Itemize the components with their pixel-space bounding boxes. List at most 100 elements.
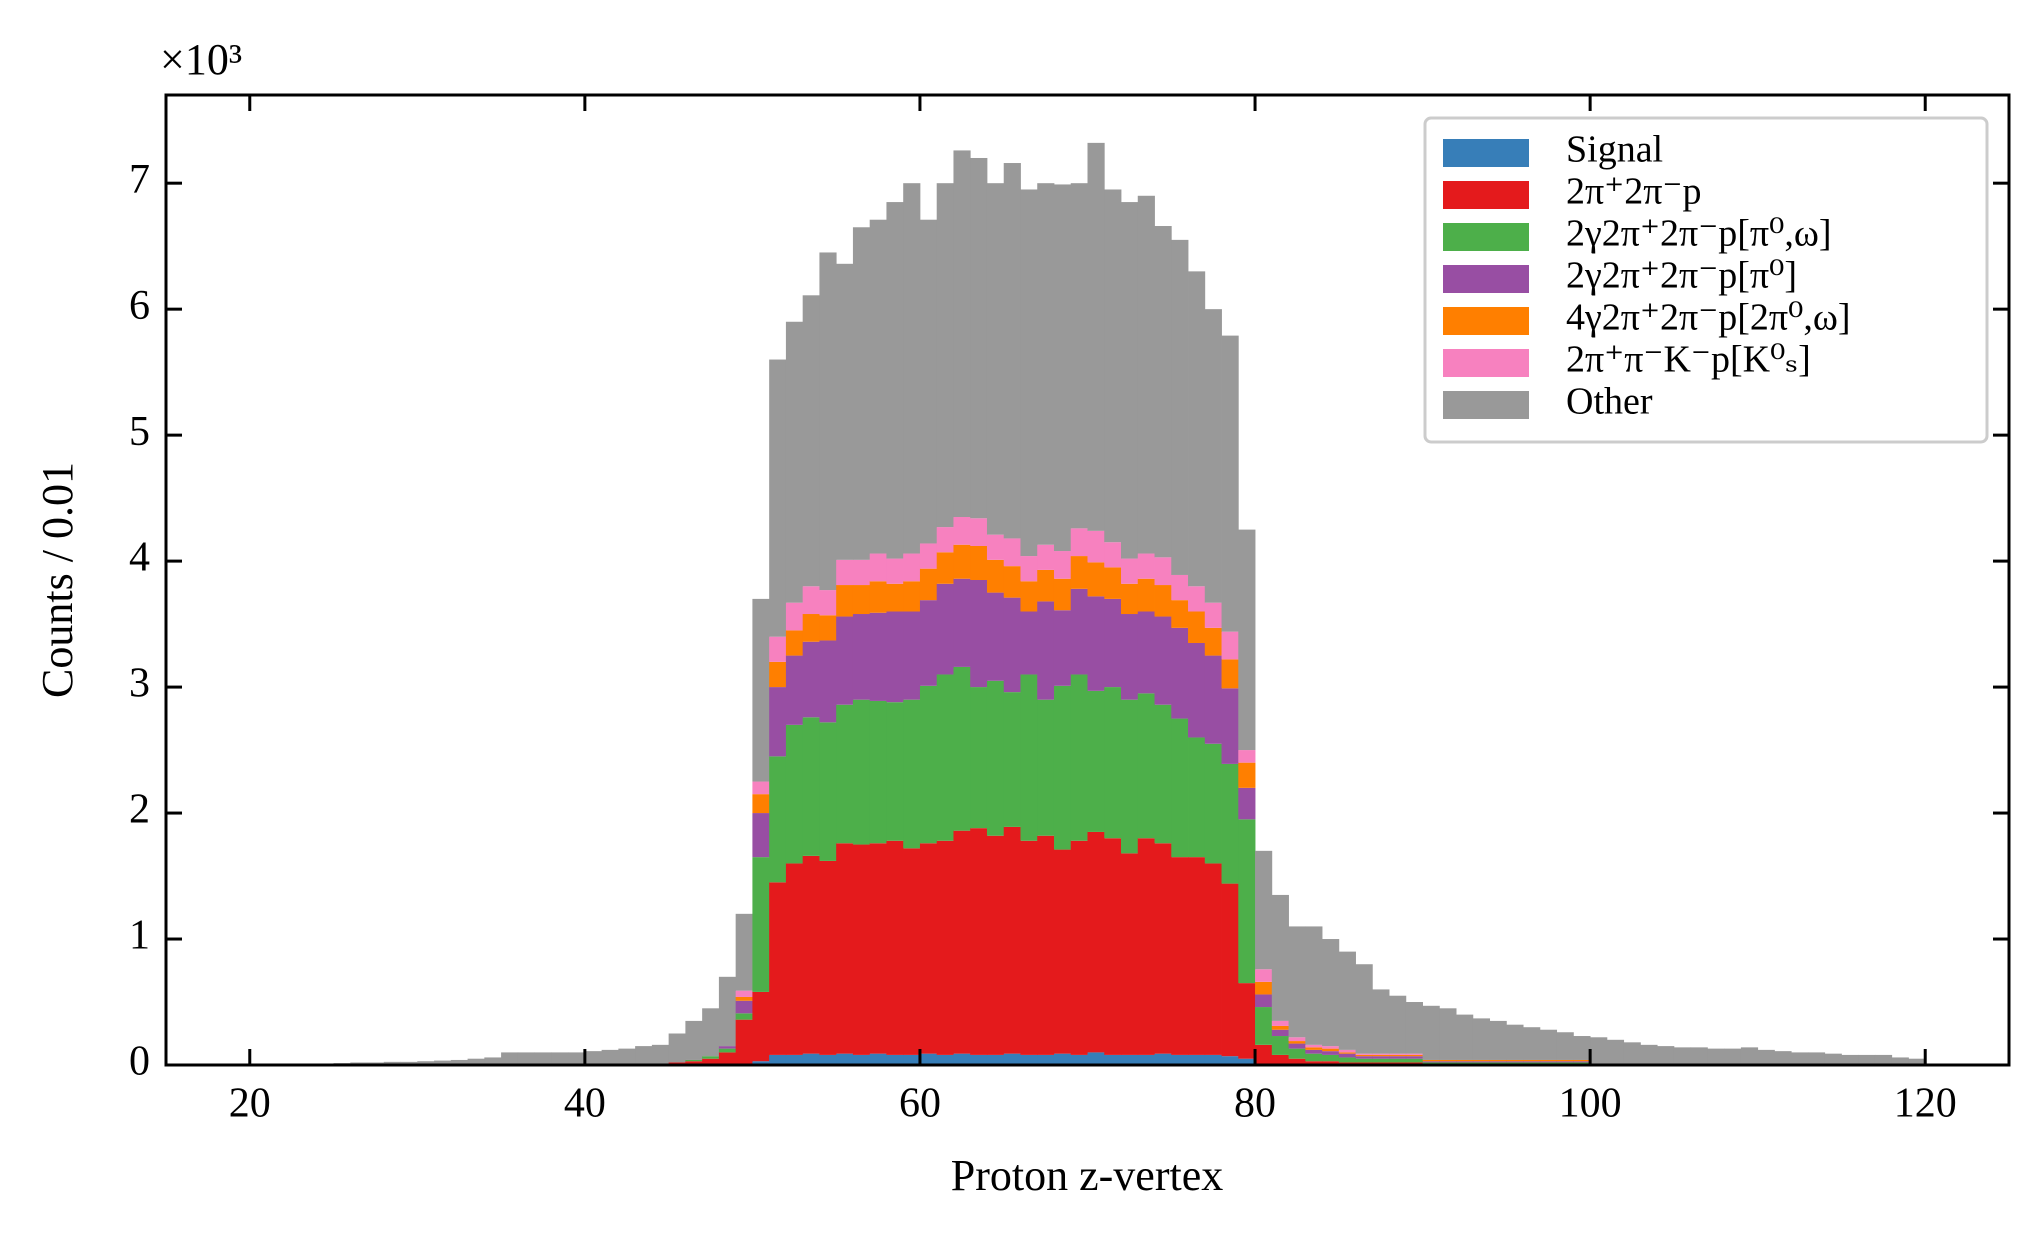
histogram-bar	[1188, 737, 1206, 858]
histogram-bar	[651, 1044, 670, 1064]
histogram-bar	[1037, 601, 1055, 700]
histogram-bar	[1238, 1058, 1256, 1065]
legend-label: 4γ2π⁺2π⁻p[2π⁰,ω]	[1566, 297, 1851, 339]
histogram-bar	[1372, 1058, 1390, 1063]
histogram-bar	[1305, 1044, 1323, 1048]
histogram-bar	[1121, 614, 1139, 700]
histogram-bar	[953, 830, 971, 1054]
histogram-bar	[1221, 1056, 1239, 1065]
histogram-bar	[1472, 1059, 1491, 1062]
histogram-bar	[1070, 588, 1088, 675]
histogram-bar	[802, 295, 820, 587]
histogram-bar	[685, 1059, 703, 1062]
histogram-bar	[1606, 1039, 1625, 1065]
histogram-bar	[735, 1019, 753, 1064]
histogram-bar	[802, 586, 820, 615]
histogram-bar	[718, 1052, 737, 1065]
histogram-bar	[584, 1051, 603, 1064]
histogram-bar	[1238, 762, 1256, 788]
histogram-bar	[1841, 1054, 1859, 1065]
histogram-bar	[434, 1060, 452, 1065]
histogram-bar	[1422, 1059, 1440, 1062]
histogram-bar	[886, 1054, 904, 1065]
histogram-bar	[1355, 964, 1373, 1054]
histogram-bar	[1338, 1057, 1356, 1063]
histogram-bar	[1003, 597, 1021, 693]
histogram-bar	[1573, 1036, 1591, 1060]
histogram-bar	[852, 844, 871, 1055]
histogram-bar	[836, 1053, 854, 1065]
histogram-bar	[1288, 1043, 1306, 1049]
histogram-bar	[836, 559, 854, 586]
histogram-bar	[986, 680, 1005, 836]
histogram-bar	[1154, 557, 1172, 586]
legend-frame	[1423, 116, 1989, 444]
histogram-bar	[1087, 596, 1105, 691]
histogram-bar	[1154, 226, 1172, 558]
histogram-bar	[1070, 1054, 1088, 1065]
histogram-bar	[1422, 1061, 1440, 1063]
histogram-bar	[1137, 611, 1155, 694]
histogram-bar	[1422, 1005, 1440, 1060]
histogram-bar	[953, 666, 971, 831]
histogram-bar	[903, 1054, 921, 1065]
histogram-bar	[785, 630, 804, 656]
histogram-bar	[1338, 951, 1356, 1050]
histogram-bar	[1255, 1007, 1273, 1045]
histogram-bar	[752, 813, 770, 858]
histogram-bar	[769, 882, 787, 1055]
histogram-bar	[1188, 857, 1206, 1055]
histogram-bar	[1489, 1059, 1507, 1062]
histogram-bar	[1539, 1061, 1558, 1063]
histogram-bar	[735, 913, 753, 991]
histogram-bar	[936, 1054, 954, 1065]
histogram-bar	[903, 553, 921, 582]
histogram-bar	[1003, 692, 1021, 827]
histogram-bar	[1874, 1054, 1893, 1065]
histogram-bar	[601, 1049, 619, 1064]
histogram-bar	[685, 1061, 703, 1065]
histogram-bar	[785, 1054, 804, 1065]
histogram-bar	[1104, 598, 1122, 688]
histogram-bar	[718, 1048, 737, 1053]
histogram-bar	[903, 848, 921, 1055]
histogram-bar	[970, 545, 988, 580]
histogram-bar	[551, 1052, 569, 1065]
histogram-bar	[1439, 1061, 1457, 1063]
histogram-bar	[1003, 826, 1021, 1054]
histogram-bar	[936, 583, 954, 675]
histogram-bar	[936, 840, 954, 1055]
histogram-bar	[1070, 840, 1088, 1055]
histogram-bar	[1707, 1048, 1725, 1065]
histogram-bar	[1355, 1054, 1373, 1057]
histogram-bar	[970, 828, 988, 1055]
histogram-bar	[836, 616, 854, 705]
histogram-bar	[1472, 1061, 1491, 1063]
histogram-bar	[702, 1008, 720, 1057]
histogram-bar	[400, 1061, 418, 1065]
histogram-bar	[1271, 1025, 1289, 1030]
histogram-bar	[1405, 1054, 1423, 1057]
histogram-bar	[1774, 1051, 1792, 1065]
histogram-bar	[919, 568, 938, 601]
histogram-bar	[1154, 616, 1172, 705]
histogram-bar	[903, 611, 921, 700]
histogram-bar	[450, 1059, 468, 1065]
histogram-bar	[852, 614, 871, 700]
histogram-bar	[1288, 1041, 1306, 1044]
histogram-bar	[1053, 685, 1072, 850]
histogram-bar	[1137, 578, 1155, 612]
histogram-bar	[484, 1057, 502, 1065]
histogram-bar	[1305, 1053, 1323, 1062]
histogram-bar	[1053, 578, 1072, 611]
histogram-bar	[1908, 1058, 1926, 1065]
plot-frame	[164, 93, 2011, 1067]
histogram-bar	[1288, 1037, 1306, 1042]
histogram-bar	[1238, 787, 1256, 820]
histogram-bar	[1506, 1059, 1524, 1062]
histogram-bar	[1372, 1054, 1390, 1057]
histogram-bar	[869, 553, 887, 582]
y-tick-label: 1	[129, 913, 150, 959]
x-tick-label: 20	[229, 1081, 271, 1127]
histogram-bar	[869, 612, 887, 701]
